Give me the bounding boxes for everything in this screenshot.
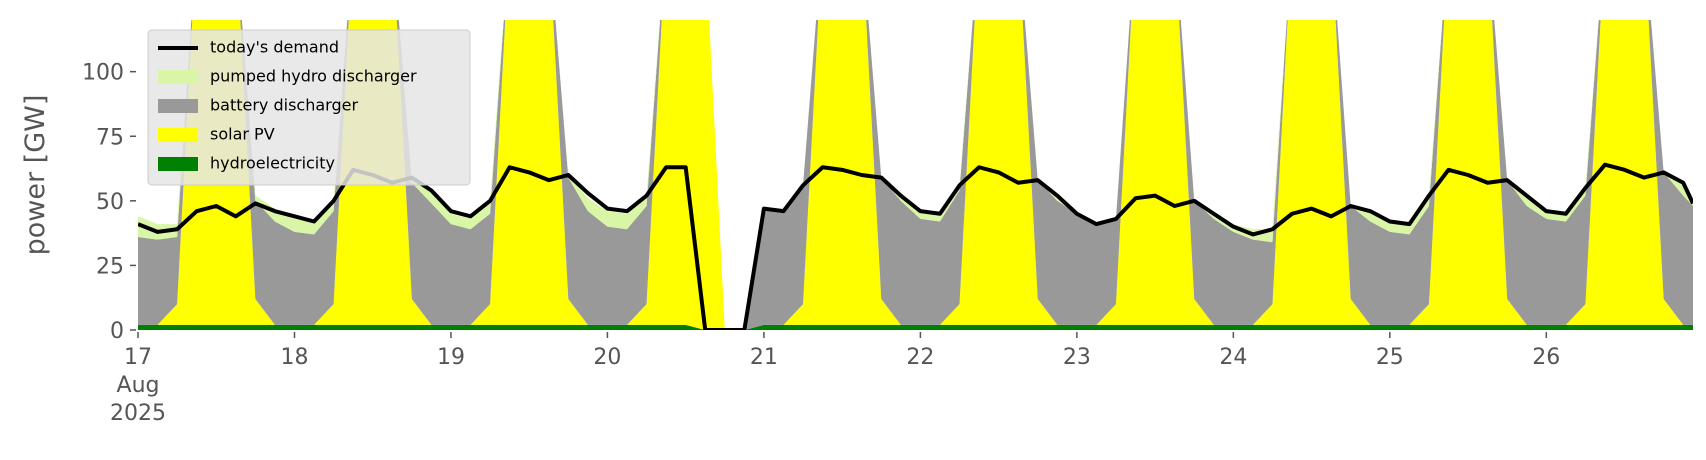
area [138, 20, 1693, 330]
y-tick-label: 25 [96, 254, 124, 279]
x-tick-label: 26 [1532, 345, 1560, 370]
legend-label: battery discharger [210, 96, 358, 115]
legend-label: pumped hydro discharger [210, 67, 417, 86]
legend-label: hydroelectricity [210, 154, 335, 173]
x-tick-label: 20 [593, 345, 621, 370]
legend: today's demand pumped hydro discharger bat… [147, 29, 471, 186]
legend-box [147, 29, 471, 186]
x-tick-label: 25 [1376, 345, 1404, 370]
area [138, 20, 1693, 330]
legend-swatch [158, 70, 198, 84]
x-tick-label: 17 Aug 2025 [110, 345, 166, 426]
plot-area [138, 20, 1693, 330]
x-tick-label: 18 [280, 345, 308, 370]
axes: 0 25 50 75 100 17 Aug 2025 18 19 20 21 22 23 24 25 26 [82, 61, 1560, 426]
x-tick-label: 19 [437, 345, 465, 370]
y-tick-label: 75 [96, 125, 124, 150]
x-tick-label: 24 [1219, 345, 1247, 370]
legend-swatch [158, 128, 198, 142]
y-tick-label: 0 [110, 319, 124, 344]
y-tick-label: 100 [82, 61, 124, 86]
legend-swatch [158, 99, 198, 113]
area [138, 324, 1693, 330]
x-tick-label: 22 [906, 345, 934, 370]
legend-swatch [158, 157, 198, 171]
x-tick-label: 21 [750, 345, 778, 370]
x-tick-label: 23 [1063, 345, 1091, 370]
y-tick-label: 50 [96, 190, 124, 215]
legend-label: today's demand [210, 38, 339, 57]
legend-label: solar PV [210, 125, 275, 144]
y-axis-label: power [GW] [20, 95, 51, 256]
